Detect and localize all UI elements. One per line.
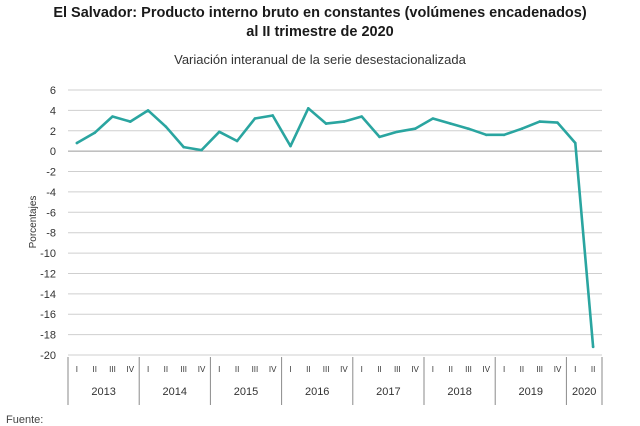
data-point bbox=[182, 145, 185, 149]
chart-subtitle: Variación interanual de la serie desesta… bbox=[174, 52, 466, 67]
data-point bbox=[324, 122, 328, 125]
quarter-tick-label: III bbox=[394, 365, 401, 374]
y-tick-label: -8 bbox=[46, 228, 56, 240]
data-point bbox=[111, 115, 114, 118]
year-label: 2020 bbox=[572, 386, 596, 398]
quarter-tick-label: II bbox=[591, 365, 595, 374]
data-point bbox=[342, 120, 346, 123]
quarter-tick-label: II bbox=[164, 365, 168, 374]
y-tick-label: 4 bbox=[50, 105, 56, 117]
y-tick-label: 0 bbox=[50, 146, 56, 158]
quarter-tick-label: IV bbox=[411, 365, 419, 374]
data-point bbox=[307, 107, 310, 110]
quarter-tick-label: II bbox=[520, 365, 524, 374]
data-point bbox=[449, 122, 453, 125]
chart-title: El Salvador: Producto interno bruto en c… bbox=[0, 4, 640, 42]
y-tick-label: -2 bbox=[46, 167, 56, 179]
quarter-tick-label: II bbox=[235, 365, 239, 374]
y-tick-label: -12 bbox=[40, 268, 56, 280]
quarter-tick-label: I bbox=[289, 365, 291, 374]
data-point bbox=[75, 141, 79, 145]
data-point bbox=[200, 148, 203, 152]
quarter-tick-label: III bbox=[180, 365, 187, 374]
quarter-tick-label: I bbox=[361, 365, 363, 374]
data-point bbox=[556, 121, 559, 124]
data-point bbox=[431, 117, 435, 120]
year-label: 2019 bbox=[519, 386, 543, 398]
data-point bbox=[591, 345, 595, 349]
y-tick-label: -20 bbox=[40, 350, 56, 362]
year-label: 2016 bbox=[305, 386, 329, 398]
year-label: 2013 bbox=[91, 386, 115, 398]
data-point bbox=[538, 120, 541, 123]
quarter-tick-label: II bbox=[92, 365, 96, 374]
data-point bbox=[485, 133, 488, 137]
data-point bbox=[235, 139, 239, 143]
data-point bbox=[467, 127, 470, 131]
data-point bbox=[146, 109, 150, 112]
data-point bbox=[93, 131, 96, 135]
quarter-tick-label: IV bbox=[554, 365, 562, 374]
data-point bbox=[360, 115, 364, 118]
y-tick-label: -16 bbox=[40, 309, 56, 321]
y-tick-label: -6 bbox=[46, 207, 56, 219]
quarter-tick-label: IV bbox=[483, 365, 491, 374]
data-point bbox=[413, 127, 417, 131]
quarter-tick-label: II bbox=[448, 365, 452, 374]
chart-title-line2: al II trimestre de 2020 bbox=[246, 24, 394, 40]
data-point bbox=[164, 125, 168, 128]
quarter-tick-label: III bbox=[465, 365, 472, 374]
data-point bbox=[520, 127, 524, 131]
data-point bbox=[218, 130, 221, 134]
quarter-tick-label: I bbox=[432, 365, 434, 374]
quarter-tick-label: III bbox=[536, 365, 543, 374]
quarter-tick-label: IV bbox=[127, 365, 135, 374]
y-axis-label: Porcentajes bbox=[28, 196, 39, 249]
data-point bbox=[253, 117, 257, 120]
quarter-tick-label: I bbox=[503, 365, 505, 374]
quarter-tick-label: II bbox=[377, 365, 381, 374]
data-point bbox=[574, 141, 577, 145]
y-tick-label: -14 bbox=[40, 289, 56, 301]
y-tick-label: -10 bbox=[40, 248, 56, 260]
data-point bbox=[129, 120, 132, 123]
chart-title-line1: El Salvador: Producto interno bruto en c… bbox=[53, 5, 587, 21]
y-tick-label: 2 bbox=[50, 126, 56, 138]
quarter-tick-label: I bbox=[76, 365, 78, 374]
quarter-tick-label: IV bbox=[340, 365, 348, 374]
year-label: 2015 bbox=[234, 386, 258, 398]
quarter-tick-label: I bbox=[147, 365, 149, 374]
y-tick-label: 6 bbox=[50, 85, 56, 97]
quarter-tick-label: I bbox=[218, 365, 220, 374]
year-label: 2014 bbox=[163, 386, 187, 398]
year-label: 2017 bbox=[376, 386, 400, 398]
series-line bbox=[75, 107, 595, 349]
quarter-tick-label: IV bbox=[269, 365, 277, 374]
quarter-tick-label: II bbox=[306, 365, 310, 374]
quarter-tick-label: III bbox=[252, 365, 259, 374]
quarter-tick-label: I bbox=[574, 365, 576, 374]
quarter-tick-label: IV bbox=[198, 365, 206, 374]
year-label: 2018 bbox=[447, 386, 471, 398]
data-point bbox=[271, 114, 275, 117]
data-point bbox=[396, 130, 399, 134]
y-tick-label: -18 bbox=[40, 330, 56, 342]
quarter-tick-label: III bbox=[323, 365, 330, 374]
data-point bbox=[502, 133, 506, 137]
y-tick-label: -4 bbox=[46, 187, 56, 199]
data-point bbox=[378, 135, 381, 139]
quarter-tick-label: III bbox=[109, 365, 116, 374]
source-label: Fuente: bbox=[6, 414, 44, 426]
data-point bbox=[289, 144, 292, 148]
